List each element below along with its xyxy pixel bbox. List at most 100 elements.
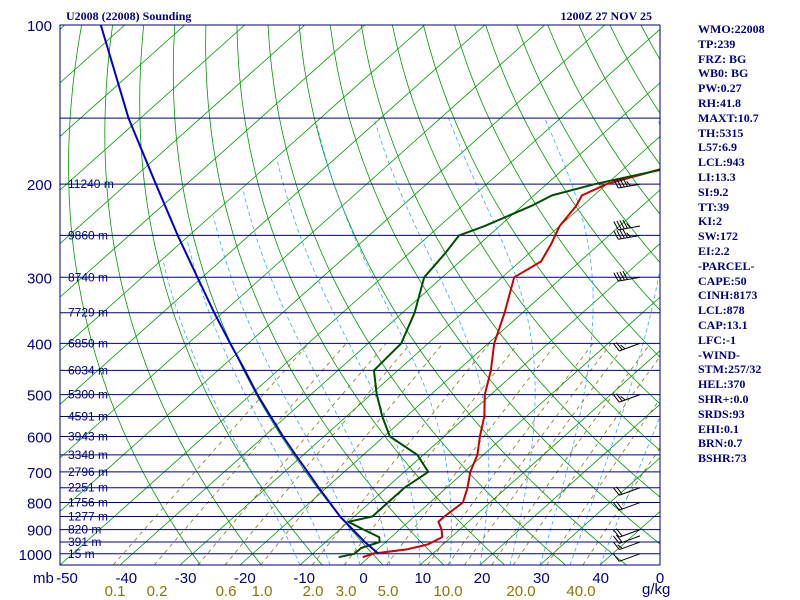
isotherm-line: [60, 25, 186, 137]
height-label: 4591 m: [68, 410, 108, 424]
index-item: SRDS:93: [698, 406, 745, 421]
mixing-ratio-tick-label: 3.0: [336, 583, 357, 600]
index-item: MAXT:10.7: [698, 110, 759, 125]
temperature-tick-label: -30: [175, 570, 197, 587]
index-item: TP:239: [698, 36, 736, 51]
index-item: WB0: BG: [698, 66, 749, 81]
index-item: -WIND-: [698, 347, 740, 362]
isotherm-line: [539, 457, 660, 565]
wind-barb: [613, 541, 641, 551]
pressure-tick-label: 200: [27, 177, 52, 194]
index-item: TT:39: [698, 199, 730, 214]
isotherm-line: [239, 189, 660, 565]
index-item: EHI:0.1: [698, 421, 740, 436]
mixing-ratio-tick-label: 0.6: [216, 583, 237, 600]
height-label: 8740 m: [68, 270, 108, 284]
height-label: 1277 m: [68, 509, 108, 523]
dry-adiabat-line: [391, 25, 660, 452]
index-item: SW:172: [698, 229, 739, 244]
height-label: 3348 m: [68, 448, 108, 462]
height-label: 5300 m: [68, 388, 108, 402]
height-label: 9860 m: [68, 228, 108, 242]
index-item: STM:257/32: [698, 362, 762, 377]
isotherm-line: [479, 403, 660, 565]
dry-adiabat-line: [516, 25, 660, 264]
wind-barb: [613, 270, 641, 282]
temperature-tick-label: -20: [234, 570, 256, 587]
mixing-ratio-tick-label: 2.0: [303, 583, 324, 600]
isotherm-line: [60, 28, 660, 565]
height-label: 6034 m: [68, 363, 108, 377]
wind-barb: [613, 528, 641, 538]
height-label: 3943 m: [68, 429, 108, 443]
wind-barb: [613, 486, 641, 496]
stability-indices-panel: WMO:22008 TP:239 FRZ: BG WB0: BG PW:0.27 RH:4…: [698, 22, 765, 466]
isotherm-line: [179, 135, 660, 565]
index-item: TH:5315: [698, 125, 744, 140]
chart-title: U2008 (22008) Sounding: [66, 9, 191, 23]
temperature-tick-label: 10: [414, 570, 431, 587]
index-item: CINH:8173: [698, 288, 758, 303]
mixing-ratio-line: [427, 343, 594, 565]
temperature-tick-label: 40: [592, 570, 609, 587]
index-item: RH:41.8: [698, 95, 741, 110]
valid-time: 1200Z 27 NOV 25: [561, 9, 652, 23]
isotherm-line: [359, 296, 660, 565]
index-item: CAPE:50: [698, 273, 747, 288]
pressure-tick-label: 900: [27, 523, 52, 540]
mixing-ratio-line: [112, 343, 310, 565]
isotherm-line: [60, 25, 426, 352]
mixing-ratio-line: [197, 343, 387, 565]
pressure-tick-label: 800: [27, 496, 52, 513]
index-item: LCL:878: [698, 303, 745, 318]
mixing-ratio-tick-label: 20.0: [506, 583, 535, 600]
mixing-ratio-line: [386, 343, 557, 565]
dry-adiabat-line: [485, 25, 660, 311]
wind-barb: [613, 553, 641, 562]
dry-adiabat-line: [454, 25, 660, 358]
index-item: SI:9.2: [698, 184, 729, 199]
temperature-tick-label: 20: [474, 570, 491, 587]
index-item: HEL:370: [698, 377, 746, 392]
index-item: SHR+:0.0: [698, 391, 749, 406]
mixing-ratio-tick-label: 10.0: [433, 583, 462, 600]
wind-barb: [613, 229, 641, 240]
index-item: L57:6.9: [698, 140, 737, 155]
index-item: LFC:-1: [698, 332, 736, 347]
temperature-tick-label: -10: [293, 570, 315, 587]
height-label: 2796 m: [68, 465, 108, 479]
isotherm-line: [119, 82, 660, 565]
index-item: WMO:22008: [698, 22, 765, 36]
temperature-tick-label: 0: [656, 570, 664, 587]
index-item: EI:2.2: [698, 243, 730, 258]
isotherm-line: [60, 25, 246, 191]
height-label: 11240 m: [68, 177, 114, 191]
mixing-ratio-tick-label: 40.0: [566, 583, 595, 600]
index-item: -PARCEL-: [698, 258, 755, 273]
height-label: 7729 m: [68, 306, 108, 320]
wind-barb: [613, 393, 641, 403]
dry-adiabat-line: [765, 25, 800, 567]
dry-adiabat-line: [423, 25, 660, 405]
mixing-ratio-unit-label: g/kg: [642, 581, 670, 598]
pressure-tick-label: 500: [27, 388, 52, 405]
pressure-tick-label: 700: [27, 465, 52, 482]
mixing-ratio-tick-label: 5.0: [378, 583, 399, 600]
wind-barb: [613, 534, 641, 544]
isotherm-line: [60, 25, 546, 459]
index-item: PW:0.27: [698, 81, 742, 96]
dewpoint-profile-line: [338, 168, 660, 559]
pressure-tick-label: 100: [27, 18, 52, 35]
index-item: LI:13.3: [698, 169, 736, 184]
wind-barb: [613, 342, 641, 352]
temperature-tick-label: -40: [115, 570, 137, 587]
temperature-tick-label: -50: [56, 570, 78, 587]
mixing-ratio-line: [343, 343, 519, 565]
temperature-tick-label: 30: [533, 570, 550, 587]
isotherm-line: [419, 350, 660, 565]
index-item: CAP:13.1: [698, 317, 748, 332]
index-item: KI:2: [698, 214, 722, 229]
mixing-ratio-tick-label: 0.1: [105, 583, 126, 600]
pressure-tick-label: 400: [27, 336, 52, 353]
